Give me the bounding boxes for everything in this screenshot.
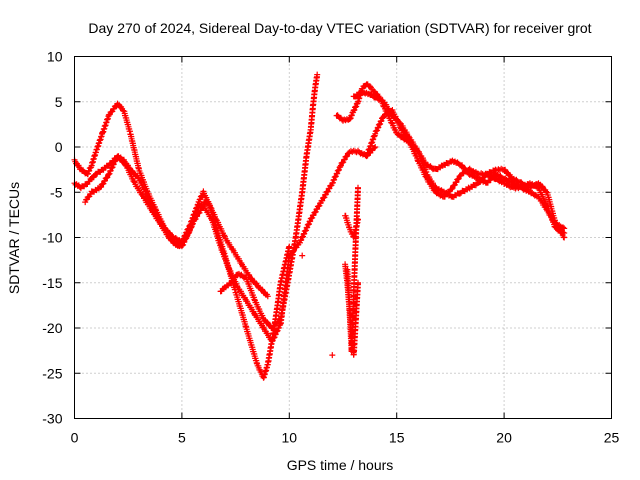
grid-lines	[74, 56, 612, 419]
series-track-j	[344, 266, 361, 358]
x-tick-label: 10	[282, 430, 298, 446]
y-axis-label: SDTVAR / TECUs	[6, 182, 22, 294]
x-tick-label: 25	[604, 430, 620, 446]
outlier-point	[299, 252, 306, 259]
outlier-point	[329, 352, 336, 359]
y-tick-label: 0	[55, 139, 63, 155]
x-tick-label: 20	[496, 430, 512, 446]
series-track-d	[217, 71, 321, 332]
x-axis-label: GPS time / hours	[287, 457, 394, 473]
y-tick-label: -20	[42, 320, 62, 336]
series-track-g	[363, 107, 568, 241]
x-tick-label: 5	[178, 430, 186, 446]
y-tick-label: -30	[42, 411, 62, 427]
series-track-a	[71, 100, 271, 300]
y-tick-label: -25	[42, 365, 62, 381]
y-tick-label: -5	[50, 184, 63, 200]
axis-ticks	[74, 56, 612, 419]
y-tick-label: -10	[42, 230, 62, 246]
series-track-f	[350, 88, 568, 232]
y-tick-label: 10	[47, 49, 63, 65]
chart-title: Day 270 of 2024, Sidereal Day-to-day VTE…	[88, 20, 591, 36]
y-tick-label: -15	[42, 275, 62, 291]
series-layer	[71, 71, 568, 381]
x-tick-label: 15	[389, 430, 405, 446]
y-tick-label: 5	[55, 94, 63, 110]
series-track-b	[71, 153, 293, 381]
x-tick-label: 0	[71, 430, 79, 446]
